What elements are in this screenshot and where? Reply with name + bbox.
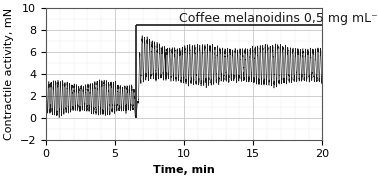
Text: Coffee melanoidins 0,5 mg mL⁻¹: Coffee melanoidins 0,5 mg mL⁻¹ [179, 12, 378, 25]
X-axis label: Time, min: Time, min [153, 165, 215, 175]
Y-axis label: Contractile activity, mN: Contractile activity, mN [4, 8, 14, 140]
